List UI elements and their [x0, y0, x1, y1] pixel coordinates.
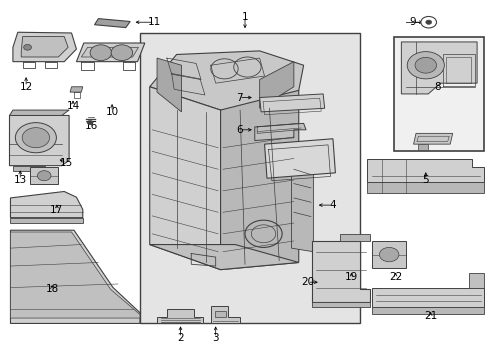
Polygon shape — [255, 123, 306, 140]
Polygon shape — [313, 302, 369, 307]
Text: 12: 12 — [20, 82, 33, 92]
Polygon shape — [372, 307, 485, 315]
Circle shape — [15, 123, 56, 153]
Polygon shape — [10, 218, 83, 223]
Text: 20: 20 — [301, 277, 314, 287]
Text: 3: 3 — [212, 333, 219, 343]
Text: 15: 15 — [60, 158, 74, 168]
Text: 5: 5 — [422, 175, 429, 185]
Polygon shape — [76, 43, 145, 62]
Text: 16: 16 — [84, 121, 98, 131]
Polygon shape — [10, 192, 83, 218]
Circle shape — [90, 45, 112, 60]
Polygon shape — [414, 134, 453, 144]
Polygon shape — [70, 87, 83, 92]
Polygon shape — [9, 116, 69, 166]
Text: 14: 14 — [66, 102, 80, 112]
Polygon shape — [150, 51, 304, 110]
Text: 10: 10 — [105, 107, 119, 117]
Polygon shape — [95, 19, 130, 28]
Polygon shape — [10, 230, 140, 323]
Polygon shape — [292, 155, 314, 252]
Polygon shape — [13, 32, 76, 62]
Circle shape — [37, 171, 51, 181]
Text: 21: 21 — [424, 311, 437, 321]
Polygon shape — [313, 241, 369, 302]
Text: 17: 17 — [50, 206, 64, 216]
Text: 7: 7 — [236, 93, 243, 103]
Polygon shape — [157, 58, 181, 112]
Polygon shape — [81, 47, 139, 57]
Text: 22: 22 — [389, 272, 402, 282]
Polygon shape — [265, 139, 335, 178]
Polygon shape — [372, 288, 485, 307]
Text: 2: 2 — [177, 333, 184, 343]
Circle shape — [407, 51, 444, 79]
Text: 11: 11 — [148, 17, 161, 27]
Polygon shape — [340, 234, 369, 241]
Circle shape — [87, 121, 93, 125]
Polygon shape — [21, 37, 68, 57]
Text: 6: 6 — [236, 125, 243, 135]
Polygon shape — [157, 309, 203, 323]
Circle shape — [421, 17, 437, 28]
Polygon shape — [211, 306, 240, 323]
Polygon shape — [150, 244, 299, 270]
Circle shape — [22, 128, 49, 148]
Polygon shape — [30, 167, 58, 184]
Polygon shape — [367, 159, 485, 182]
Text: 9: 9 — [409, 17, 416, 27]
Circle shape — [426, 20, 432, 24]
Polygon shape — [372, 241, 406, 268]
Polygon shape — [469, 273, 485, 288]
Text: 19: 19 — [345, 272, 358, 282]
Circle shape — [24, 44, 31, 50]
Bar — [394, 37, 485, 151]
Polygon shape — [260, 62, 294, 108]
Polygon shape — [215, 311, 226, 317]
Text: 8: 8 — [435, 82, 441, 92]
Polygon shape — [220, 90, 299, 270]
Text: 1: 1 — [242, 12, 248, 22]
Circle shape — [379, 247, 399, 262]
Circle shape — [111, 45, 133, 60]
Polygon shape — [260, 94, 325, 112]
Text: 13: 13 — [14, 175, 27, 185]
Polygon shape — [13, 166, 45, 171]
Polygon shape — [401, 42, 477, 94]
Polygon shape — [367, 182, 485, 193]
Polygon shape — [418, 144, 428, 149]
Text: 18: 18 — [46, 284, 59, 294]
Text: 4: 4 — [330, 200, 336, 210]
Circle shape — [415, 57, 437, 73]
Polygon shape — [10, 232, 140, 318]
Polygon shape — [9, 110, 69, 116]
Bar — [140, 33, 360, 323]
Polygon shape — [150, 87, 220, 270]
